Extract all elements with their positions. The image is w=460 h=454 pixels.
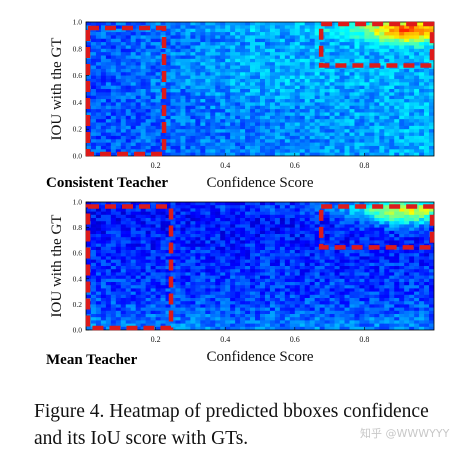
x-axis-label: Confidence Score bbox=[206, 175, 313, 191]
y-tick-label: 0.2 bbox=[73, 125, 83, 134]
y-tick-label: 0.4 bbox=[73, 274, 83, 283]
highlight-box bbox=[85, 204, 174, 331]
x-tick-label: 0.4 bbox=[220, 335, 230, 344]
heatmap-cells bbox=[86, 22, 434, 156]
y-tick-label: 0.0 bbox=[73, 326, 83, 335]
x-tick-label: 0.8 bbox=[359, 335, 369, 344]
watermark: 知乎 @WWWYYY bbox=[360, 427, 450, 440]
panel-title: Consistent Teacher bbox=[46, 175, 168, 191]
heatmap-figure: 0.0 0.2 0.4 0.6 0.8 1.0 0.2 0.4 0.6 0.8 IOU with t… bbox=[46, 18, 435, 368]
x-tick-label: 0.4 bbox=[220, 161, 230, 170]
x-tick-label: 0.8 bbox=[359, 161, 369, 170]
y-axis-label: IOU with the GT bbox=[49, 215, 65, 318]
y-tick-label: 0.4 bbox=[73, 98, 83, 107]
y-tick-label: 0.0 bbox=[73, 152, 83, 161]
heatmap-cells bbox=[86, 202, 434, 330]
heatmap-panel-mean-teacher: 0.0 0.2 0.4 0.6 0.8 1.0 0.2 0.4 0.6 0.8 IOU with t… bbox=[46, 198, 435, 368]
y-tick-label: 0.2 bbox=[73, 300, 83, 309]
heatmap-panel-consistent-teacher: 0.0 0.2 0.4 0.6 0.8 1.0 0.2 0.4 0.6 0.8 IOU with t… bbox=[46, 18, 435, 191]
y-tick-label: 0.8 bbox=[73, 223, 83, 232]
x-tick-label: 0.6 bbox=[290, 335, 300, 344]
x-tick-label: 0.2 bbox=[151, 335, 161, 344]
y-tick-label: 1.0 bbox=[73, 198, 83, 207]
x-tick-label: 0.6 bbox=[290, 161, 300, 170]
y-tick-label: 0.8 bbox=[73, 44, 83, 53]
panel-title: Mean Teacher bbox=[46, 352, 138, 368]
figure-caption: Figure 4. Heatmap of predicted bboxes co… bbox=[34, 401, 429, 449]
x-axis-label: Confidence Score bbox=[206, 349, 313, 365]
highlight-box bbox=[318, 21, 435, 68]
y-axis-label: IOU with the GT bbox=[49, 38, 65, 141]
y-tick-label: 1.0 bbox=[73, 18, 83, 27]
highlight-box bbox=[85, 25, 167, 157]
y-tick-label: 0.6 bbox=[73, 249, 83, 258]
x-tick-label: 0.2 bbox=[151, 161, 161, 170]
highlight-box bbox=[318, 204, 435, 250]
y-tick-label: 0.6 bbox=[73, 71, 83, 80]
